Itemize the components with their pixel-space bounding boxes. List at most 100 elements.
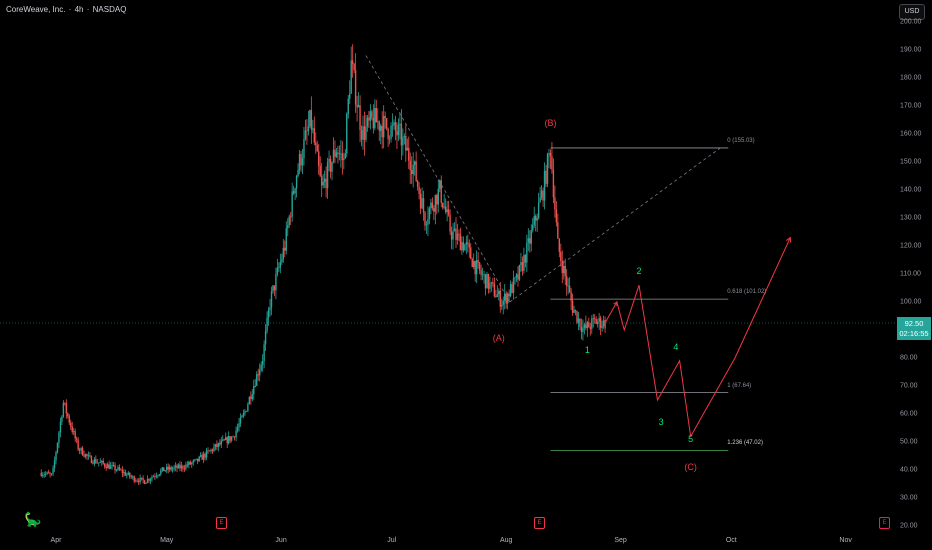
candle-body — [42, 474, 44, 476]
candle-body — [353, 64, 355, 70]
candle-body — [539, 197, 541, 203]
candle-body — [351, 60, 354, 65]
candle-body — [552, 169, 555, 198]
candle-body — [191, 462, 193, 465]
wave-label: 2 — [636, 266, 642, 277]
candle-body — [509, 284, 512, 297]
candle-body — [64, 402, 66, 404]
candle-body — [437, 188, 439, 205]
candle-body — [326, 162, 329, 189]
earnings-icon-aug[interactable]: E — [534, 517, 545, 529]
price-tick-label: 150.00 — [900, 158, 922, 166]
candle-body — [186, 464, 189, 466]
price-tick-label: 130.00 — [900, 214, 922, 222]
candle-body — [229, 436, 231, 441]
candle-body — [297, 169, 299, 177]
candle-body — [329, 158, 332, 172]
candle-body — [477, 260, 479, 263]
tradingview-logo-icon[interactable]: 🦕 — [24, 511, 42, 527]
candle-body — [318, 151, 320, 166]
candle-body — [214, 444, 217, 448]
candle-body — [452, 231, 454, 240]
candle-body — [225, 437, 227, 441]
candle-body — [267, 310, 270, 318]
candle-body — [236, 427, 239, 431]
candle-body — [489, 283, 491, 289]
candle-body — [158, 474, 161, 476]
candle-body — [483, 274, 485, 276]
candle-body — [505, 293, 507, 304]
candle-body — [136, 480, 138, 482]
candle-body — [315, 142, 317, 146]
candle-body — [316, 145, 318, 152]
candle-body — [292, 191, 295, 194]
candle-body — [492, 282, 494, 284]
candle-body — [586, 322, 589, 329]
candle-body — [397, 124, 400, 136]
candle-body — [350, 60, 352, 94]
candle-body — [354, 69, 357, 105]
candle-body — [289, 216, 292, 218]
candle-body — [194, 459, 196, 461]
candle-body — [533, 215, 535, 226]
candle-body — [413, 161, 416, 165]
candle-body — [106, 464, 109, 469]
candle-body — [120, 469, 122, 471]
candle-body — [239, 417, 242, 424]
candle-body — [455, 228, 457, 240]
candle-body — [111, 465, 113, 466]
candle-body — [369, 111, 372, 121]
candle-body — [496, 294, 499, 297]
candle-body — [291, 191, 293, 217]
candle-body — [427, 218, 429, 225]
candle-body — [563, 265, 565, 274]
candle-body — [142, 477, 144, 481]
candle-body — [470, 247, 472, 259]
earnings-icon-may[interactable]: E — [216, 517, 227, 529]
candle-body — [459, 234, 462, 251]
time-tick-label: May — [160, 537, 174, 544]
candle-body — [170, 467, 172, 470]
price-tick-label: 70.00 — [900, 382, 918, 390]
candle-body — [498, 290, 500, 295]
time-tick-label: Jul — [387, 537, 397, 544]
candle-body — [149, 479, 152, 481]
candle-body — [235, 430, 237, 438]
candle-body — [424, 212, 426, 226]
price-tick-label: 100.00 — [900, 298, 922, 306]
candle-body — [325, 178, 327, 189]
candle-body — [589, 327, 592, 329]
earnings-icon-nov[interactable]: E — [879, 517, 890, 529]
candle-body — [126, 474, 128, 476]
candle-body — [363, 126, 366, 140]
candle-body — [399, 123, 401, 125]
candle-body — [387, 128, 389, 139]
candle-body — [211, 449, 214, 452]
fib-level-label: 0 (155.03) — [727, 137, 755, 144]
candle-body — [560, 251, 562, 261]
candle-body — [245, 410, 248, 412]
candle-body — [344, 153, 346, 159]
currency-button[interactable]: USD — [899, 4, 925, 20]
candle-body — [75, 438, 78, 440]
candle-body — [44, 473, 47, 475]
candle-body — [250, 396, 252, 400]
candle-body — [71, 426, 73, 432]
candle-body — [157, 475, 159, 477]
candle-body — [338, 153, 341, 155]
title-separator: · — [68, 5, 72, 14]
candle-body — [183, 468, 186, 470]
candle-body — [366, 117, 369, 127]
candle-body — [166, 466, 168, 471]
candle-body — [337, 152, 339, 154]
candle-body — [84, 454, 87, 457]
candle-body — [495, 296, 497, 298]
candle-body — [501, 304, 503, 307]
candle-body — [320, 176, 323, 186]
candle-body — [133, 476, 135, 482]
candle-body — [161, 467, 163, 471]
candle-body — [471, 258, 473, 267]
symbol-title[interactable]: CoreWeave, Inc. · 4h · NASDAQ — [6, 5, 127, 14]
